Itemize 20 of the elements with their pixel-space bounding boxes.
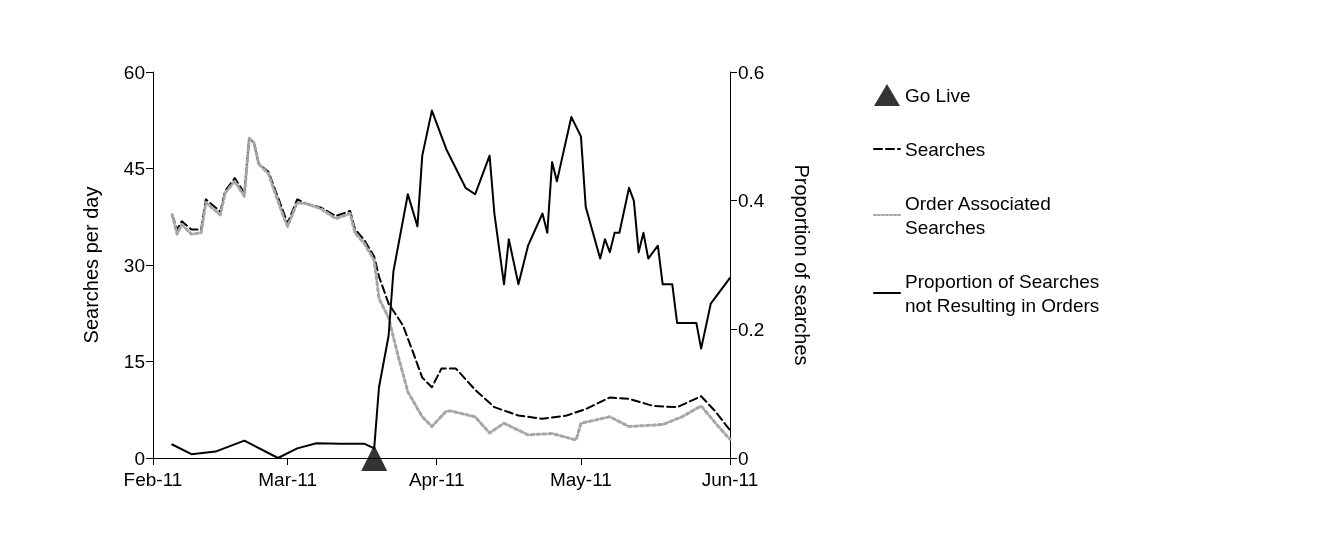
y-tick-label: 30 <box>123 254 145 276</box>
y2-tick-label: 0.2 <box>738 318 765 340</box>
y2-tick-label: 0 <box>738 447 749 469</box>
legend-label: Searches <box>905 138 986 160</box>
y-tick-label: 45 <box>123 158 145 179</box>
legend-label: Go Live <box>905 84 971 106</box>
legend-label: Proportion of Searches not Resulting in Orders <box>905 270 1105 316</box>
legend-label: Order Associated Searches <box>905 192 1057 238</box>
y2-tick-label: 0.4 <box>738 190 765 212</box>
y-tick-label: 60 <box>123 61 145 83</box>
x-tick-label: Feb-11 <box>123 469 183 490</box>
x-tick-label: Mar-11 <box>258 469 318 490</box>
y-tick-label: 15 <box>123 351 145 372</box>
x-tick-label: May-11 <box>549 469 612 490</box>
y-tick-label: 0 <box>134 447 145 469</box>
x-tick-label: Apr-11 <box>408 469 465 490</box>
x-tick-label: Jun-11 <box>701 469 759 490</box>
y-axis-title: Searches per day <box>80 186 102 344</box>
y2-tick-label: 0.6 <box>738 61 765 83</box>
y2-axis-title: Proportion of searches <box>791 164 813 366</box>
